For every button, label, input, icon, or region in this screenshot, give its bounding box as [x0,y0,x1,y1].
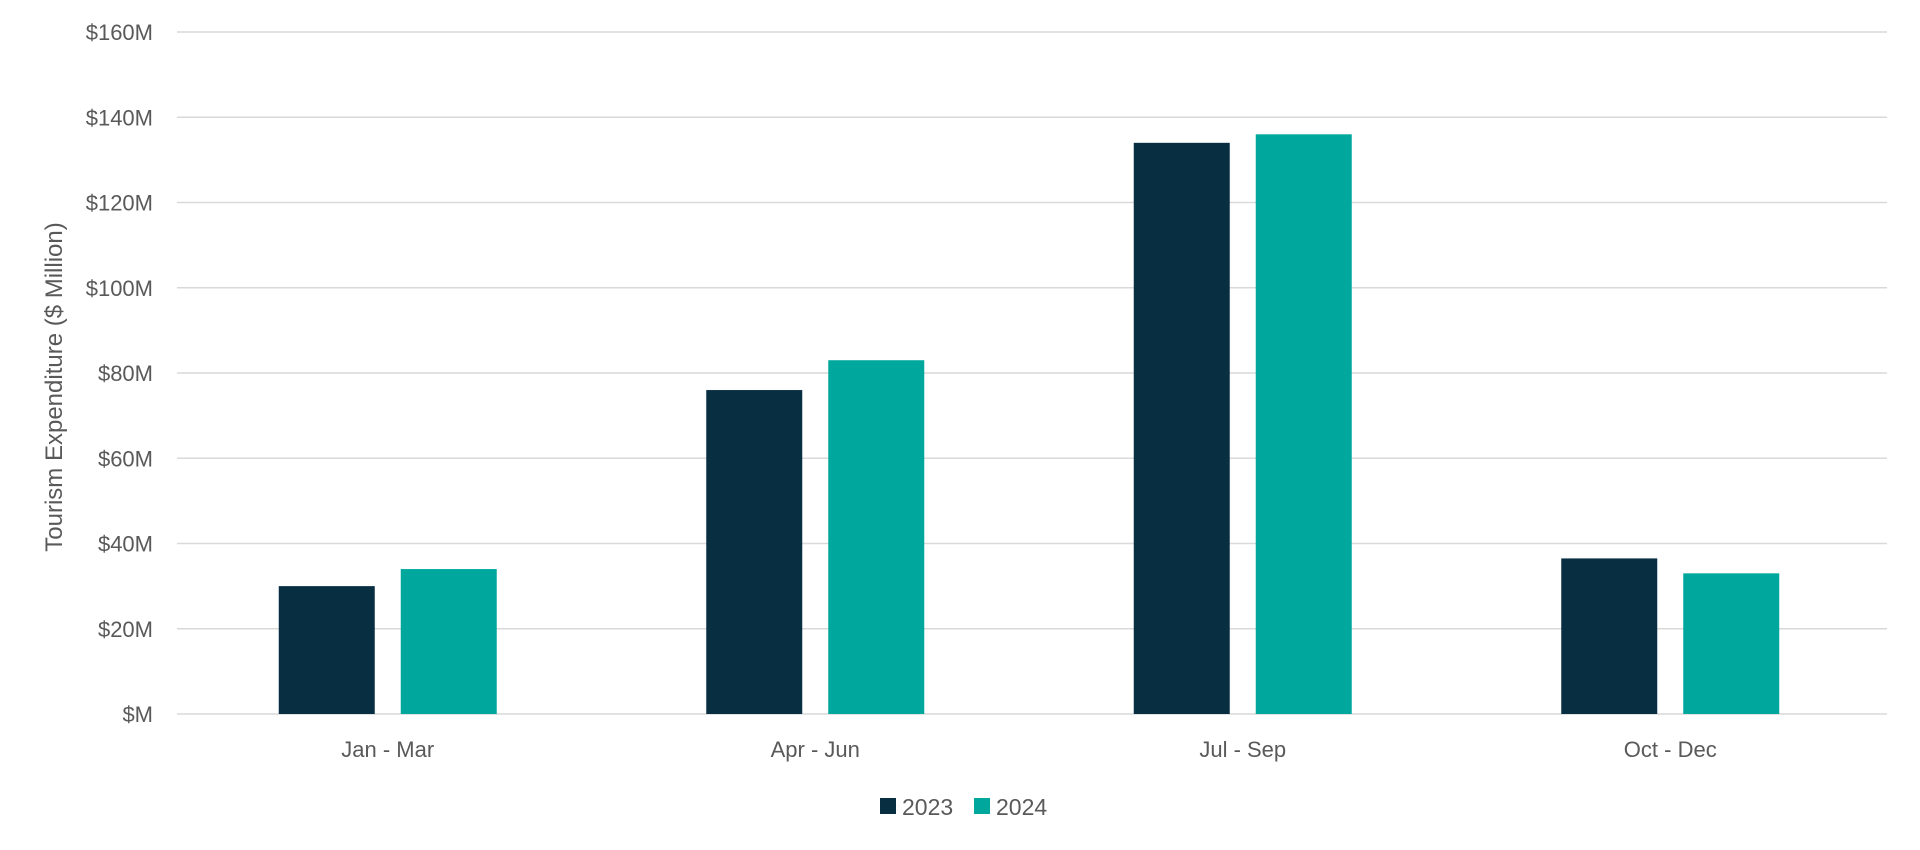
y-tick-label-40: $40M [98,532,153,557]
y-tick-label-140: $140M [86,105,153,130]
x-tick-label-1: Apr - Jun [771,737,860,762]
bar-2023-jan-mar [278,586,375,714]
legend-swatch-2023 [880,798,896,814]
y-axis-ticks: $M $20M $40M $60M $80M $100M $120M $140M $160M [86,20,153,727]
x-axis-ticks: Jan - Mar Apr - Jun Jul - Sep Oct - Dec [341,737,1716,762]
bar-2023-jul-sep [1133,142,1230,714]
y-axis-title: Tourism Expenditure ($ Million) [41,222,68,551]
y-tick-label-100: $100M [86,276,153,301]
bar-2024-apr-jun [828,360,925,714]
y-tick-label-80: $80M [98,361,153,386]
legend-swatch-2024 [974,798,990,814]
bar-2023-oct-dec [1561,558,1658,714]
legend-label-2024: 2024 [996,794,1047,820]
bar-2024-jul-sep [1255,134,1352,715]
legend-label-2023: 2023 [902,794,953,820]
y-tick-label-120: $120M [86,191,153,216]
bar-2024-oct-dec [1683,573,1780,714]
x-tick-label-3: Oct - Dec [1624,737,1717,762]
y-tick-label-0: $M [122,702,153,727]
bar-2024-jan-mar [400,569,497,714]
x-tick-label-0: Jan - Mar [341,737,434,762]
y-tick-label-160: $160M [86,20,153,45]
x-tick-label-2: Jul - Sep [1199,737,1286,762]
y-tick-label-60: $60M [98,446,153,471]
legend: 2023 2024 [880,794,1047,820]
bars [278,134,1780,715]
bar-2023-apr-jun [706,390,803,714]
y-tick-label-20: $20M [98,617,153,642]
